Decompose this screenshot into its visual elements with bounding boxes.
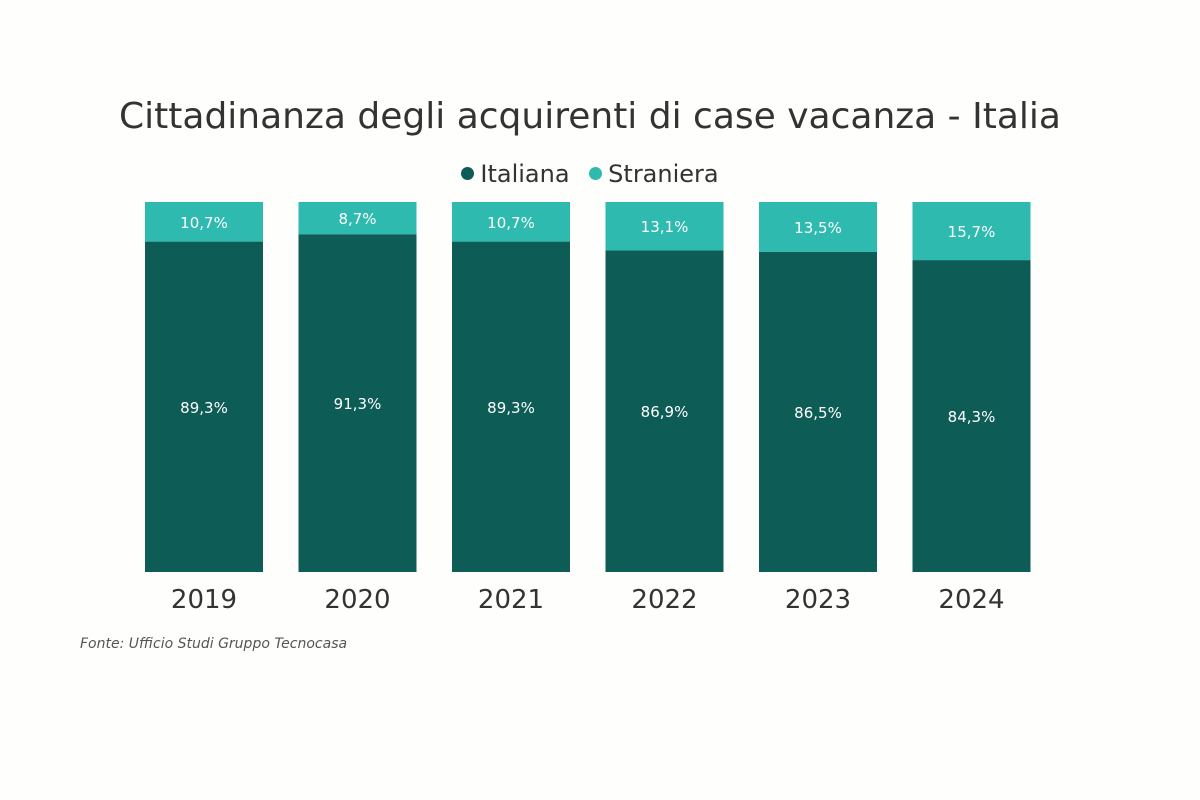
- bar-italiana-2023: [759, 251, 877, 572]
- bar-italiana-2020: [298, 234, 417, 572]
- data-label-straniera-2022: 13,1%: [641, 218, 689, 236]
- data-label-straniera-2023: 13,5%: [794, 219, 842, 237]
- chart-title: Cittadinanza degli acquirenti di case va…: [119, 96, 1061, 137]
- bar-straniera-2021: [452, 202, 570, 242]
- x-tick-label-2024: 2024: [938, 585, 1004, 615]
- data-label-straniera-2020: 8,7%: [338, 210, 376, 228]
- bar-straniera-2019: [145, 202, 263, 242]
- data-label-straniera-2024: 15,7%: [948, 223, 996, 241]
- chart-legend: Italiana Straniera: [0, 158, 1180, 188]
- legend-label-italiana: Italiana: [480, 159, 570, 188]
- data-label-italiana-2019: 89,3%: [180, 399, 228, 417]
- data-label-straniera-2019: 10,7%: [180, 214, 228, 232]
- x-tick-label-2021: 2021: [478, 585, 544, 615]
- x-tick-label-2023: 2023: [785, 585, 851, 615]
- bar-italiana-2024: [912, 260, 1031, 572]
- data-label-straniera-2021: 10,7%: [487, 214, 535, 232]
- bar-italiana-2021: [452, 241, 570, 572]
- data-label-italiana-2022: 86,9%: [641, 403, 689, 421]
- stacked-bar-chart: 89,3% 10,7% 2019 91,3% 8,7% 2020 89,3% 10,7% 202…: [145, 202, 1031, 615]
- legend-swatch-straniera: [589, 167, 603, 180]
- data-label-italiana-2020: 91,3%: [334, 395, 382, 413]
- bar-italiana-2019: [145, 241, 263, 572]
- bar-italiana-2022: [605, 250, 724, 572]
- legend-item-straniera: Straniera: [589, 159, 719, 188]
- bar-straniera-2023: [759, 202, 877, 252]
- source-note: Fonte: Ufficio Studi Gruppo Tecnocasa: [80, 636, 348, 652]
- legend-label-straniera: Straniera: [608, 159, 719, 188]
- x-tick-label-2020: 2020: [324, 585, 390, 615]
- x-tick-label-2019: 2019: [171, 585, 237, 615]
- bar-straniera-2020: [298, 202, 417, 235]
- x-tick-label-2022: 2022: [631, 585, 697, 615]
- bar-straniera-2024: [912, 202, 1031, 261]
- legend-swatch-italiana: [461, 167, 475, 180]
- legend-item-italiana: Italiana: [461, 159, 570, 188]
- data-label-italiana-2023: 86,5%: [794, 404, 842, 422]
- bar-straniera-2022: [605, 202, 724, 251]
- data-label-italiana-2024: 84,3%: [948, 408, 996, 426]
- data-label-italiana-2021: 89,3%: [487, 399, 535, 417]
